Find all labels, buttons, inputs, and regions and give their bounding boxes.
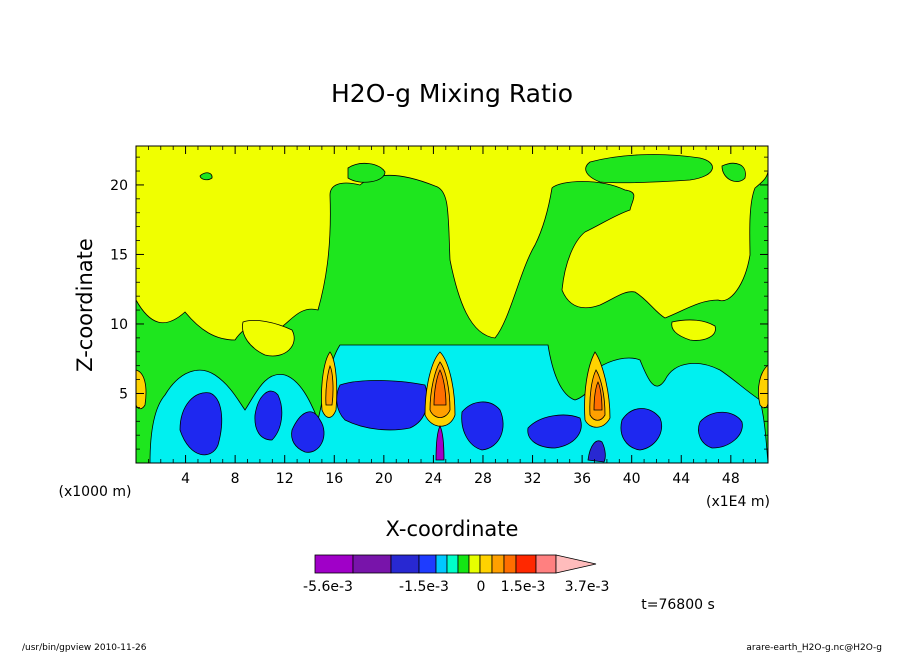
x-tick-label: 44 [672,471,690,487]
colorbar [314,554,597,574]
colorbar-swatch [352,554,392,574]
y-tick-label: 10 [110,317,128,333]
footer-right: arare-earth_H2O-g.nc@H2O-g [746,643,882,653]
colorbar-swatch [503,554,517,574]
x-tick-label: 24 [424,471,442,487]
x-tick-label: 4 [181,471,190,487]
x-unit-left: (x1000 m) [59,484,132,500]
y-tick-label: 15 [110,247,128,263]
footer-left: /usr/bin/gpview 2010-11-26 [22,643,147,653]
x-unit-right: (x1E4 m) [706,494,770,510]
x-tick-label: 8 [231,471,240,487]
colorbar-swatch [314,554,354,574]
x-tick-label: 16 [325,471,343,487]
region-blue-core-5 [461,401,504,451]
colorbar-swatch [468,554,481,574]
region-blue-core-7 [620,408,662,451]
colorbar-label: 3.7e-3 [565,579,610,595]
colorbar-swatch [446,554,459,574]
x-tick-label: 12 [276,471,294,487]
region-blue-core-8 [698,411,743,449]
colorbar-swatch [479,554,493,574]
x-tick-label: 32 [524,471,542,487]
moist-plume-16 [321,351,338,418]
colorbar-arrow [555,554,597,574]
moist-plume-38 [584,351,611,463]
colorbar-labels: -5.6e-3 -1.5e-3 0 1.5e-3 3.7e-3 [303,579,609,595]
x-tick-label: 48 [722,471,740,487]
x-axis-label: X-coordinate [386,517,519,541]
y-axis-label: Z-coordinate [73,238,97,372]
x-tick-label: 36 [573,471,591,487]
x-tick-label: 28 [474,471,492,487]
timestamp-label: t=76800 s [641,597,715,613]
colorbar-swatch [418,554,437,574]
region-blue-core-3 [291,411,325,453]
y-axis: 5 10 15 20 [110,156,768,450]
region-yellow-hole [242,320,295,357]
colorbar-swatch [535,554,557,574]
x-tick-label: 40 [623,471,641,487]
region-blue-core-2 [254,390,283,441]
colorbar-swatch [515,554,537,574]
plot-frame [135,145,769,464]
colorbar-label: 1.5e-3 [501,579,546,595]
colorbar-swatch [435,554,448,574]
region-green-speck [199,172,213,181]
region-blue-core-4 [336,380,428,431]
region-green-top-right [585,154,713,184]
colorbar-label: -5.6e-3 [303,579,353,595]
x-tick-label: 20 [375,471,393,487]
region-green-top [347,162,386,183]
x-axis: 4 8 12 16 20 24 28 32 36 40 44 48 [147,146,757,487]
colorbar-swatch [457,554,470,574]
chart-title: H2O-g Mixing Ratio [331,79,573,108]
y-tick-label: 20 [110,178,128,194]
region-blue-core-6 [527,414,582,449]
y-tick-label: 5 [119,386,128,402]
region-blue-core [179,392,223,456]
contour-field [135,146,769,464]
moist-plume-24 [424,351,456,461]
region-yellow-hole-2 [671,319,716,341]
colorbar-label: 0 [477,579,486,595]
region-green-top-far-right [721,162,746,182]
colorbar-swatch [491,554,505,574]
colorbar-label: -1.5e-3 [399,579,449,595]
colorbar-swatch [390,554,420,574]
